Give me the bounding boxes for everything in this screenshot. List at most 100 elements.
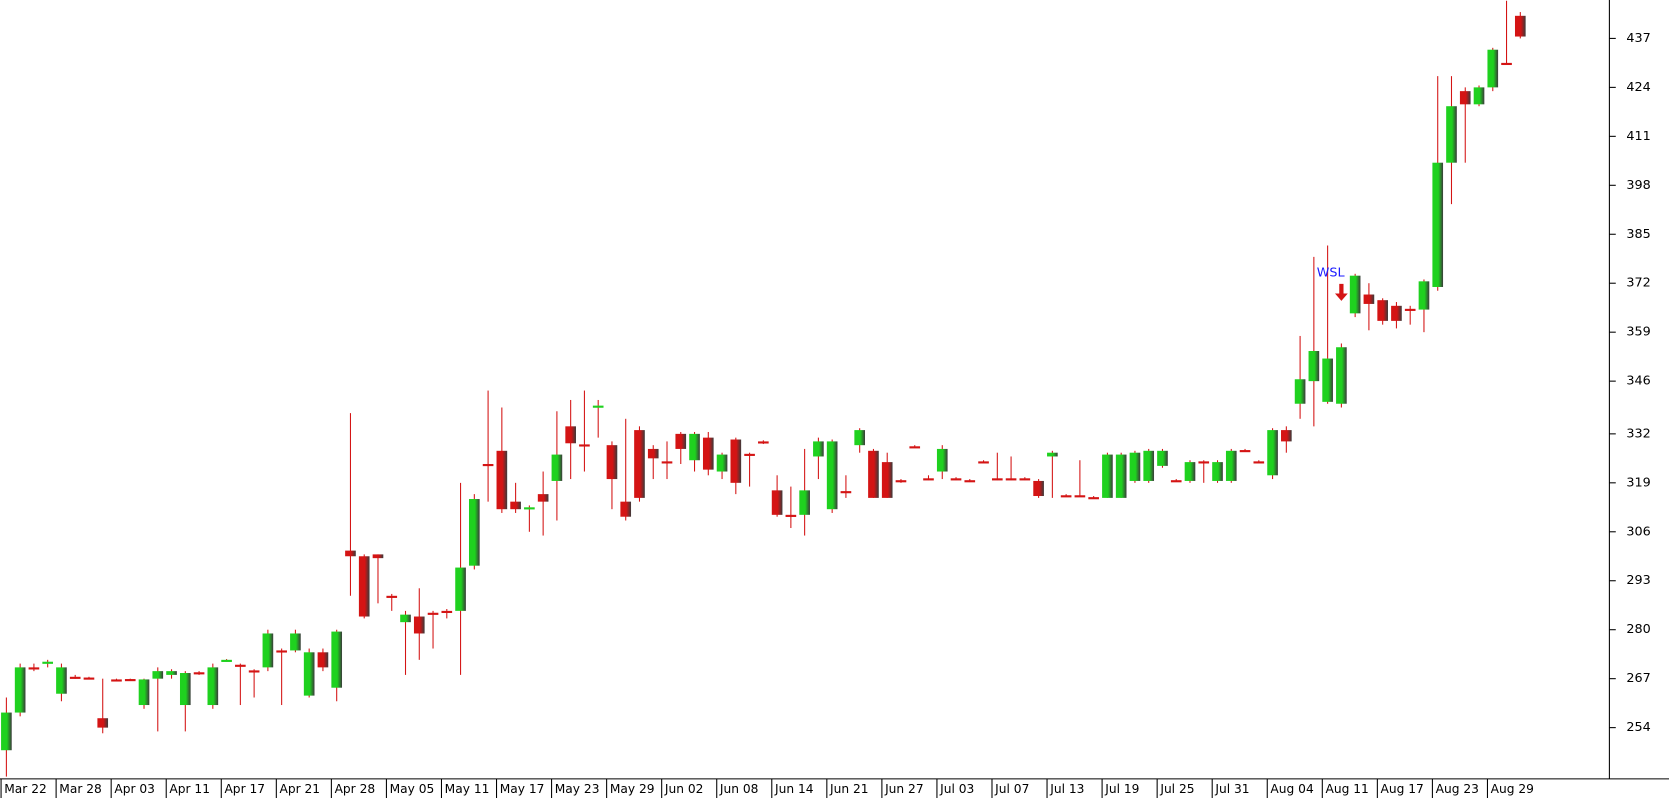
x-tick-label: Aug 04: [1270, 782, 1314, 796]
candle-body: [207, 667, 219, 706]
candle-body: [317, 652, 329, 668]
x-tick-label: Aug 11: [1325, 782, 1368, 796]
x-tick-label: Apr 21: [280, 782, 321, 796]
candle-body: [455, 567, 466, 611]
x-tick-label: Jul 19: [1104, 782, 1139, 796]
candle-body: [661, 461, 673, 464]
candle-body: [1253, 461, 1265, 464]
candle-body: [1129, 452, 1141, 481]
candle-body: [730, 439, 742, 483]
candle-body: [152, 671, 164, 679]
y-tick-label: 372: [1626, 276, 1650, 291]
x-tick-label: Mar 22: [4, 782, 47, 796]
candle-body: [1377, 300, 1388, 321]
candle-body: [1102, 454, 1113, 498]
candle-body: [1391, 305, 1402, 321]
candle-body: [1005, 478, 1017, 481]
candle-body: [1501, 62, 1512, 66]
candle-body: [469, 499, 480, 566]
candle-body: [1336, 347, 1347, 404]
candle-body: [606, 445, 618, 480]
candle-body: [854, 430, 866, 446]
candle-body: [56, 667, 67, 694]
y-tick-label: 332: [1626, 426, 1650, 441]
candle-body: [936, 448, 948, 472]
x-tick-label: Aug 17: [1381, 782, 1424, 796]
candle-body: [771, 490, 783, 515]
candle-body: [276, 650, 287, 653]
candle-body: [647, 448, 659, 459]
y-tick-label: 398: [1626, 178, 1650, 193]
x-tick-label: Jun 08: [719, 782, 759, 796]
candle-body: [592, 405, 604, 408]
candle-body: [991, 478, 1003, 481]
candle-body: [950, 478, 962, 481]
candle-body: [345, 550, 356, 557]
x-tick-label: May 17: [500, 782, 545, 796]
candle-body: [221, 659, 232, 662]
candle-body: [634, 430, 645, 498]
candle-body: [1088, 497, 1099, 500]
x-tick-label: Jul 25: [1159, 782, 1194, 796]
candle-body: [1446, 106, 1457, 163]
candle-body: [826, 441, 838, 510]
candle-body: [1225, 450, 1237, 481]
x-tick-label: Jun 21: [829, 782, 869, 796]
candle-body: [716, 454, 728, 472]
candle-body: [785, 514, 797, 517]
candle-body: [923, 478, 934, 481]
candle-body: [1418, 281, 1430, 310]
x-tick-label: Apr 03: [114, 782, 155, 796]
candle-body: [1047, 452, 1058, 457]
y-tick-label: 267: [1626, 671, 1650, 686]
x-tick-label: Jun 27: [884, 782, 924, 796]
x-tick-label: Jun 14: [774, 782, 814, 796]
candle-body: [702, 437, 714, 470]
candle-body: [69, 676, 81, 679]
candle-body: [1115, 454, 1127, 498]
candle-body: [1349, 275, 1361, 314]
candle-body: [1074, 495, 1086, 498]
candle-body: [331, 631, 343, 688]
candle-body: [813, 441, 824, 457]
candle-body: [124, 679, 136, 682]
candle-body: [413, 616, 425, 634]
candle-body: [262, 633, 274, 668]
candle-body: [193, 672, 205, 675]
candle-body: [1308, 351, 1320, 382]
y-tick-label: 254: [1626, 720, 1650, 735]
y-tick-label: 293: [1626, 573, 1650, 588]
y-tick-label: 319: [1626, 475, 1650, 490]
candle-body: [496, 450, 508, 510]
candle-body: [551, 454, 563, 481]
x-tick-label: Apr 17: [224, 782, 265, 796]
candle-body: [1294, 379, 1306, 404]
candle-body: [28, 667, 40, 670]
x-tick-label: Jul 13: [1049, 782, 1084, 796]
y-tick-label: 306: [1626, 524, 1650, 539]
candle-body: [1198, 461, 1210, 464]
plot-area: [1, 0, 1526, 777]
x-tick-label: Apr 28: [335, 782, 376, 796]
candle-body: [1239, 450, 1251, 453]
x-tick-label: Jun 02: [664, 782, 704, 796]
x-tick-label: Jul 31: [1214, 782, 1249, 796]
candle-body: [978, 461, 989, 464]
candle-body: [964, 480, 976, 483]
candle-body: [42, 661, 53, 664]
y-tick-label: 280: [1626, 622, 1650, 637]
candle-body: [565, 426, 576, 444]
candle-body: [689, 433, 700, 461]
candle-body: [1212, 462, 1223, 481]
annotation-arrow: [1334, 283, 1348, 301]
y-tick-label: 437: [1626, 31, 1650, 46]
annotation: WSL: [1317, 266, 1346, 281]
candle-body: [1267, 430, 1278, 476]
candle-body: [386, 595, 398, 598]
y-tick-label: 411: [1626, 129, 1650, 144]
candle-body: [524, 507, 535, 510]
candle-body: [1487, 49, 1499, 88]
candle-body: [744, 453, 755, 456]
candle-body: [179, 673, 191, 706]
